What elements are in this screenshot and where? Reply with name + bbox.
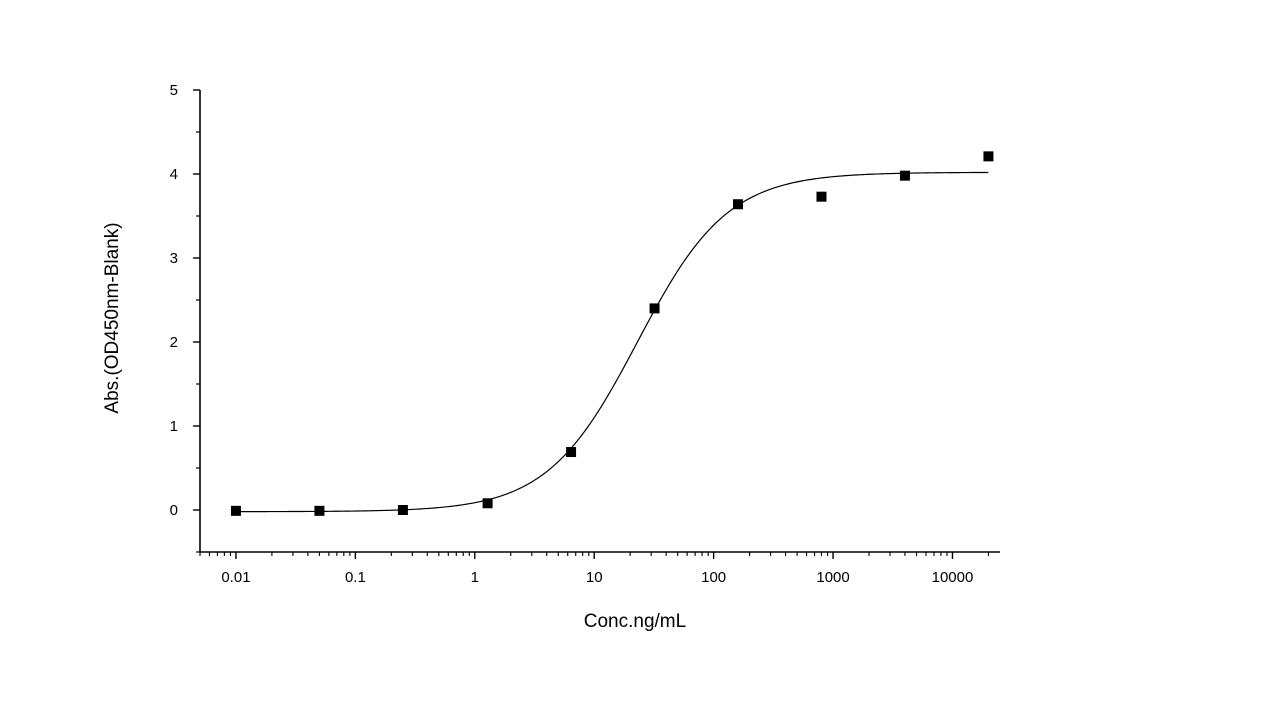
x-ticks: 0.01 0.1 1 10 100 1000 10000 bbox=[199, 552, 989, 586]
x-tick-label: 10 bbox=[586, 569, 603, 586]
data-point bbox=[649, 303, 660, 314]
data-point bbox=[566, 447, 577, 458]
x-tick-label: 100 bbox=[701, 569, 726, 586]
x-tick-label: 0.01 bbox=[221, 569, 250, 586]
data-point bbox=[733, 199, 744, 210]
axes bbox=[199, 90, 1000, 553]
data-point bbox=[314, 505, 325, 516]
y-tick-label: 4 bbox=[170, 166, 178, 183]
y-ticks: 0 1 2 3 4 5 bbox=[170, 82, 200, 553]
data-point bbox=[983, 151, 994, 162]
y-axis-title: Abs.(OD450nm-Blank) bbox=[102, 222, 123, 413]
y-tick-label: 5 bbox=[170, 82, 178, 99]
x-tick-label: 0.1 bbox=[345, 569, 366, 586]
y-tick-label: 0 bbox=[170, 502, 178, 519]
y-tick-label: 1 bbox=[170, 418, 178, 435]
x-tick-label: 1 bbox=[471, 569, 479, 586]
data-points bbox=[230, 151, 994, 516]
x-axis-title: Conc.ng/mL bbox=[584, 611, 686, 632]
data-point bbox=[397, 505, 408, 515]
fit-curve-group bbox=[235, 171, 989, 513]
data-point bbox=[816, 191, 827, 202]
data-point bbox=[482, 498, 493, 509]
x-tick-label: 10000 bbox=[932, 569, 974, 586]
data-point bbox=[899, 170, 910, 181]
data-point bbox=[230, 505, 241, 516]
x-tick-label: 1000 bbox=[816, 569, 849, 586]
fit-curve bbox=[235, 171, 989, 513]
y-tick-label: 2 bbox=[170, 334, 178, 351]
y-tick-label: 3 bbox=[170, 250, 178, 267]
